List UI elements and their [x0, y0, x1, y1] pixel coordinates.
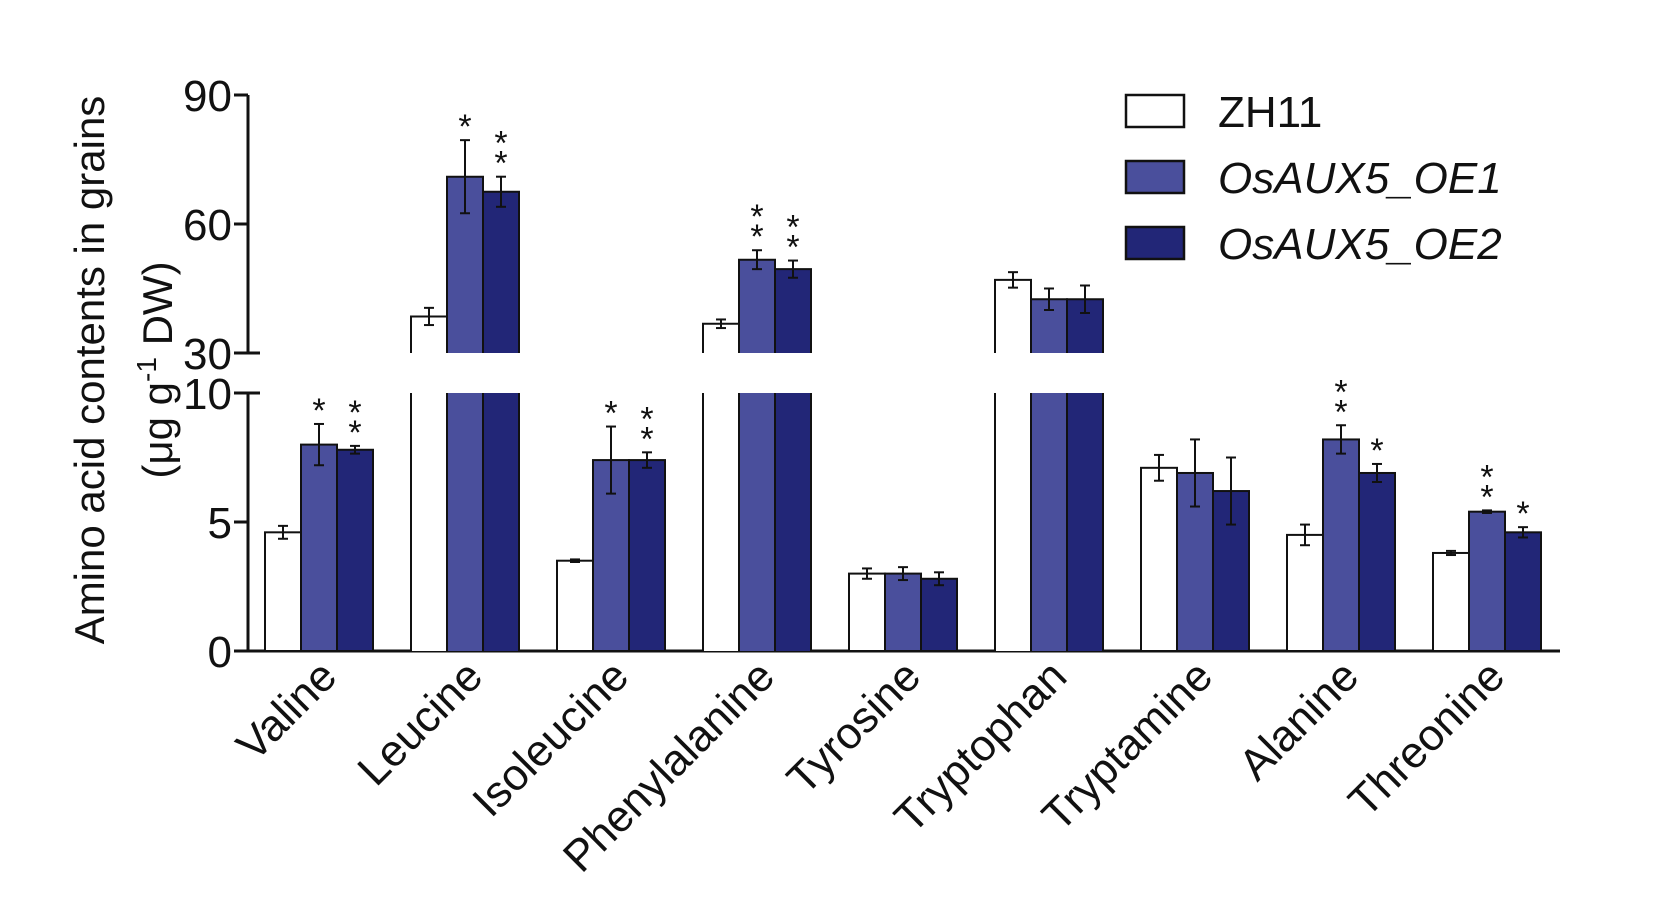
legend-label: OsAUX5_OE1	[1218, 154, 1502, 203]
bar	[848, 572, 886, 652]
legend-swatch	[1124, 159, 1186, 195]
significance-label: *	[786, 229, 799, 267]
bar-lower-segment	[1032, 393, 1066, 651]
y-axis-label-line2: (μg g-1 DW)	[131, 261, 181, 478]
bar-lower-segment	[1068, 393, 1102, 651]
bar-lower-segment	[996, 393, 1030, 651]
significance-label: *	[1480, 458, 1493, 496]
significance-label: *	[640, 400, 653, 438]
bar	[1504, 531, 1542, 653]
legend: ZH11 OsAUX5_OE1 OsAUX5_OE2	[1124, 88, 1502, 269]
significance-label: *	[494, 145, 507, 183]
significance-label: *	[750, 198, 763, 236]
legend-swatch	[1124, 93, 1186, 129]
bar	[884, 572, 922, 652]
bar	[1468, 510, 1506, 652]
significance-label: *	[348, 414, 361, 452]
x-tick-labels: Valine LeucineIsoleucinePhenylalanineTyro…	[227, 651, 1514, 881]
legend-label: OsAUX5_OE2	[1218, 220, 1502, 269]
bar	[1286, 533, 1324, 653]
significance-label: *	[348, 394, 361, 432]
significance-label: *	[604, 395, 617, 433]
upper-tick-label: 60	[183, 201, 232, 250]
lower-tick-label: 0	[208, 628, 232, 677]
y-axis-label: Amino acid contents in grains (μg g-1 DW…	[66, 96, 181, 645]
bar	[1140, 466, 1178, 652]
lower-tick-label: 10	[183, 370, 232, 419]
bar	[1358, 471, 1396, 653]
legend-swatch	[1124, 225, 1186, 261]
bar	[628, 459, 666, 652]
significance-label: *	[494, 125, 507, 163]
x-tick-label: Leucine	[348, 651, 492, 795]
bar-upper-segment	[996, 279, 1030, 353]
bar-lower-edges	[774, 393, 812, 651]
bar-lower-segment	[484, 393, 518, 651]
bar-lower-segment	[412, 393, 446, 651]
bar	[920, 577, 958, 653]
x-tick-label: Threonine	[1339, 651, 1514, 826]
lower-tick-label: 5	[208, 499, 232, 548]
significance-label: *	[786, 209, 799, 247]
bar	[264, 531, 302, 653]
bar	[336, 448, 374, 653]
upper-tick-label: 90	[183, 72, 232, 121]
significance-label: *	[1334, 393, 1347, 431]
x-tick-label: Valine	[227, 651, 346, 770]
bar	[300, 443, 338, 652]
bar-lower-segment	[776, 393, 810, 651]
significance-label: *	[1516, 495, 1529, 533]
significance-label: *	[1334, 373, 1347, 411]
bar-lower-segment	[704, 393, 738, 651]
bar-upper-segment	[776, 269, 810, 353]
significance-label: *	[750, 218, 763, 256]
x-tick-label: Alanine	[1230, 651, 1368, 789]
bar	[1322, 438, 1360, 652]
legend-label: ZH11	[1218, 88, 1322, 137]
significance-label: *	[1370, 432, 1383, 470]
upper-axis-group: 30 60 90	[183, 72, 260, 379]
bar-lower-segment	[448, 393, 482, 651]
x-tick-label: Tyrosine	[778, 651, 930, 803]
significance-label: *	[640, 420, 653, 458]
bars-group: *******************	[264, 108, 1542, 653]
upper-tick-label: 30	[183, 330, 232, 379]
bar-upper-segment	[484, 191, 518, 353]
y-axis-label-line1: Amino acid contents in grains	[66, 96, 113, 645]
bar-lower-edges	[1066, 393, 1104, 651]
significance-label: *	[1480, 478, 1493, 516]
bar-lower-segment	[740, 393, 774, 651]
significance-label: *	[458, 108, 471, 146]
bar	[556, 559, 594, 653]
bar-lower-edges	[482, 393, 520, 651]
bar-upper-segment	[740, 259, 774, 353]
bar	[1432, 551, 1470, 653]
significance-label: *	[312, 392, 325, 430]
